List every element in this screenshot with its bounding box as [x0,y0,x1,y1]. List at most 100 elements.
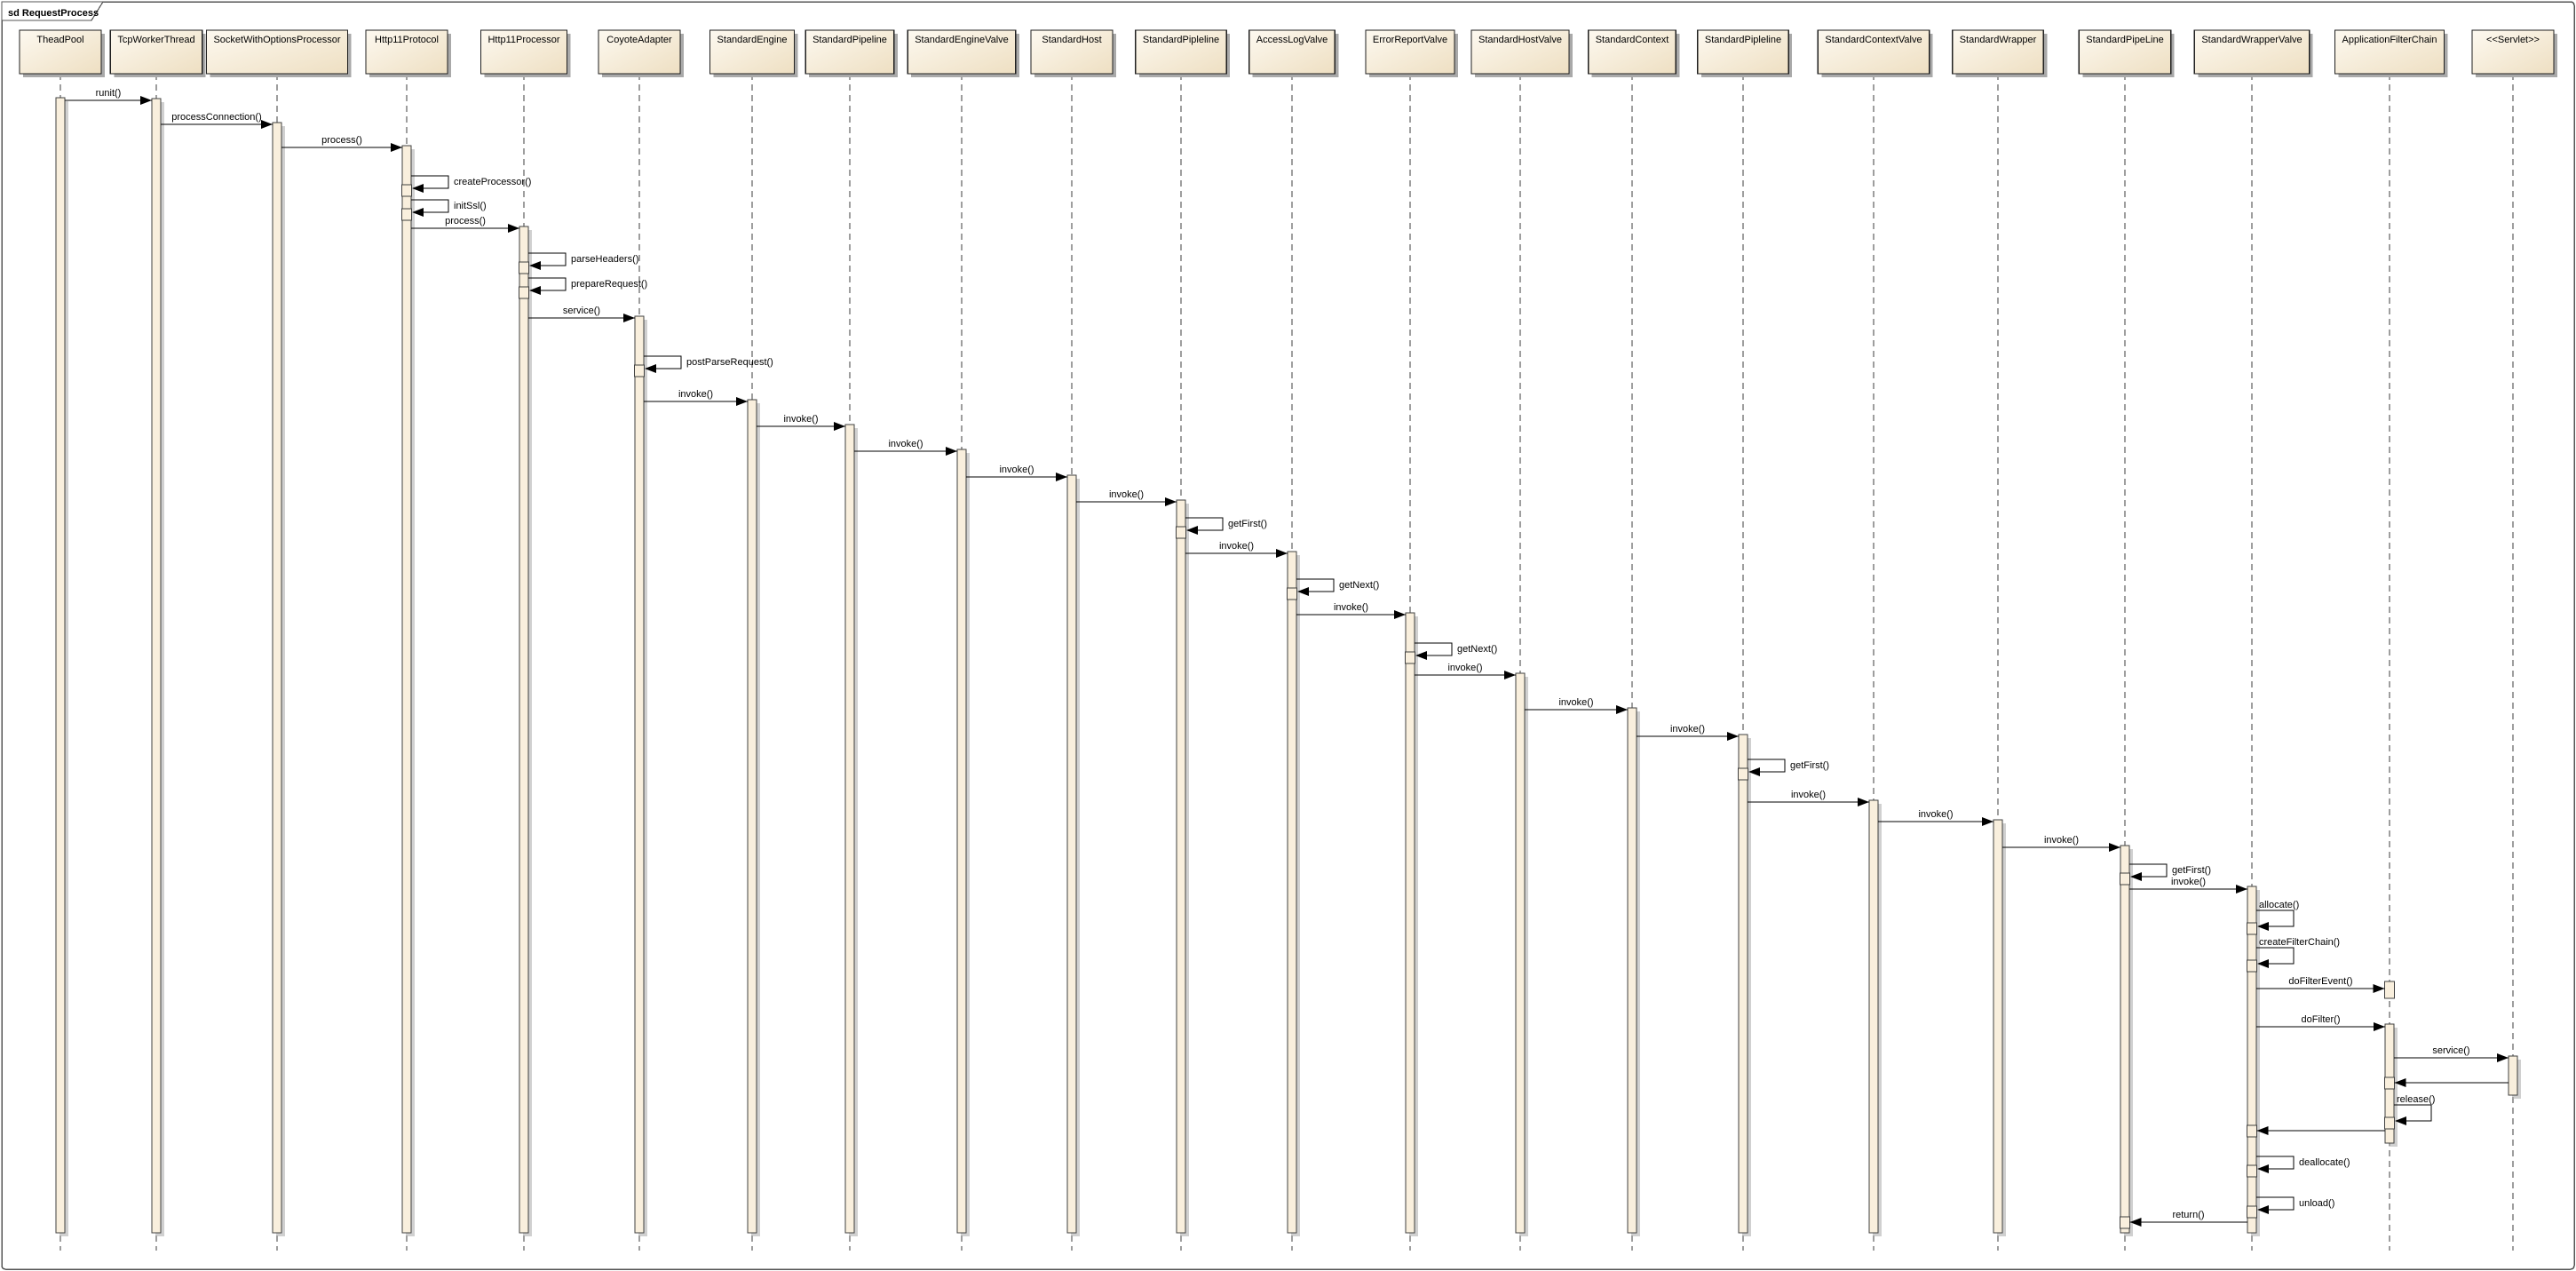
message-dofilterevent-31: doFilterEvent() [2256,976,2396,999]
lifeline-header-box [1135,29,1227,75]
nested-activation [2246,1164,2258,1178]
activation-bar [1868,799,1879,1234]
message-arrowhead [2374,1022,2385,1031]
message-dofilter-32: doFilter() [2256,1014,2385,1031]
lifeline-header-box [2471,29,2555,75]
message-getnext-17: getNext() [1286,578,1379,600]
message-label: invoke() [1670,724,1705,735]
activation-bar [634,315,645,1234]
message-label: return() [2172,1210,2204,1220]
lifeline-name: ApplicationFilterChain [2342,35,2437,45]
lifeline-header-box [1365,29,1455,75]
lifeline-header-box [2334,29,2445,75]
message-label: invoke() [1791,790,1826,800]
lifeline-standardcontext: StandardContext [1588,29,1680,1251]
lifelines-layer: TheadPool TcpWorkerThread SocketWithOption… [19,29,2557,1251]
nested-activation [2119,1216,2131,1229]
activations-layer [55,97,2521,1236]
activation-bar [1176,499,1186,1234]
message-label: getNext() [1339,580,1379,591]
message-getfirst-27: getFirst() [2119,863,2211,886]
message-arrowhead [2257,922,2269,931]
activation-bar [1515,672,1526,1234]
message-arrowhead [736,397,748,406]
message-arrowhead [2129,1218,2142,1227]
message-invoke-22: invoke() [1637,724,1739,741]
message-arrowhead [1165,497,1177,506]
message-label: process() [445,216,486,226]
message-arrowhead [2236,885,2247,894]
self-message-line [1296,578,1335,592]
message-invoke-13: invoke() [966,465,1067,481]
message-arrowhead [2256,1126,2269,1135]
message-createprocessor-3: createProcessor() [400,175,531,197]
message-arrowhead [2109,843,2120,852]
lifeline-http11processor: Http11Processor [480,29,571,1251]
message-postparserequest-9: postParseRequest() [633,355,773,377]
message-arrowhead [2257,959,2269,968]
message-label: runit() [96,88,122,99]
nested-activation [633,364,646,377]
message-label: getNext() [1457,644,1497,655]
message-label: service() [2432,1045,2469,1056]
message-arrowhead [946,447,957,456]
message-arrowhead [1982,817,1993,826]
frame-label: sd RequestProcess [8,8,99,19]
message-arrowhead [1276,549,1288,558]
message-arrowhead [1186,526,1198,535]
message-label: invoke() [2044,835,2079,846]
message-invoke-25: invoke() [1878,809,1993,826]
lifeline-name: StandardPipeline [812,35,887,45]
nested-activation [2246,1124,2258,1138]
nested-activation [400,208,413,221]
message-processconnection-1: processConnection() [161,112,273,129]
self-message-line [1748,759,1786,773]
message-label: postParseRequest() [686,357,773,368]
lifeline-header-box [365,29,448,75]
activation-bar [2508,1055,2518,1096]
message-service-8: service() [528,306,635,322]
message-invoke-14: invoke() [1076,489,1177,506]
lifeline-name: TheadPool [36,35,83,45]
lifeline-header-box [1248,29,1336,75]
self-message-line [2256,910,2295,927]
message-arrowhead [529,261,541,270]
message-arrowhead [623,314,635,322]
lifeline-name: SocketWithOptionsProcessor [213,35,340,45]
message-invoke-10: invoke() [644,389,748,406]
nested-activation [518,261,530,274]
message-invoke-16: invoke() [1185,541,1288,558]
lifeline-name: StandardPipeLine [2086,35,2163,45]
message-label: doFilter() [2301,1014,2340,1025]
activation-bar [401,145,412,1234]
message-arrowhead [1297,587,1309,596]
message-arrowhead [2257,1205,2269,1214]
lifeline-name: ErrorReportValve [1373,35,1447,45]
lifeline-header-box [2078,29,2172,75]
message-arrowhead [645,364,656,373]
message-label: prepareRequest() [571,279,647,290]
lifeline-header-box [907,29,1017,75]
message-arrowhead [261,120,273,129]
message-label: invoke() [1334,602,1368,613]
lifeline-name: StandardPipleline [1705,35,1781,45]
lifeline-name: StandardPipleline [1143,35,1219,45]
lifeline-name: TcpWorkerThread [117,35,194,45]
activation-bar [519,226,529,1234]
activation-bar [747,399,757,1234]
lifeline-standardpipleline: StandardPipleline [1135,29,1231,1251]
self-message-line [644,355,682,369]
message-invoke-12: invoke() [854,439,957,456]
activation-bar [1738,734,1748,1234]
lifeline-standardwrappervalve: StandardWrapperValve [2193,29,2313,1251]
nested-activation [2383,1076,2396,1090]
self-message-line [2256,947,2295,965]
self-message-line [1415,642,1453,656]
message-label: getFirst() [2172,865,2211,876]
lifeline-name: CoyoteAdapter [606,35,672,45]
message-arrowhead [1504,671,1516,679]
message-arrowhead [2497,1053,2509,1062]
activation-bar [55,97,66,1234]
message-arrowhead [1727,732,1739,741]
